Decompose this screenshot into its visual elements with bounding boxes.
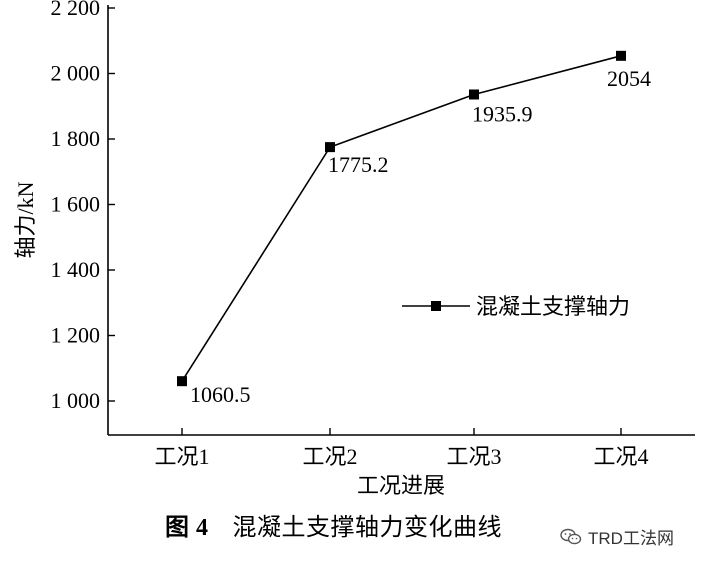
y-ticks: 1 000 1 200 1 400 1 600 1 800 2 000 2 200 bbox=[51, 0, 115, 413]
data-label: 2054 bbox=[607, 66, 651, 91]
legend: 混凝土支撑轴力 bbox=[402, 294, 630, 319]
watermark: TRD工法网 bbox=[560, 524, 674, 549]
y-tick-label: 1 400 bbox=[51, 257, 101, 282]
data-label: 1935.9 bbox=[472, 101, 533, 126]
y-tick-label: 1 200 bbox=[51, 323, 101, 348]
series-group: 1060.5 1775.2 1935.9 2054 bbox=[177, 50, 651, 407]
data-point bbox=[616, 50, 626, 61]
data-point bbox=[325, 142, 335, 153]
axes bbox=[107, 5, 695, 436]
y-tick-label: 2 000 bbox=[51, 61, 101, 86]
data-label: 1060.5 bbox=[190, 382, 251, 407]
x-tick-label: 工况3 bbox=[446, 444, 501, 469]
figure-number: 图 4 bbox=[165, 515, 209, 541]
x-tick-label: 工况1 bbox=[154, 444, 209, 469]
watermark-text: TRD工法网 bbox=[588, 529, 674, 548]
y-axis-label: 轴力/kN bbox=[13, 181, 38, 258]
series-line bbox=[181, 55, 622, 382]
legend-label: 混凝土支撑轴力 bbox=[476, 294, 630, 319]
x-tick-label: 工况2 bbox=[302, 444, 357, 469]
data-label: 1775.2 bbox=[328, 152, 389, 177]
x-ticks: 工况1 工况2 工况3 工况4 bbox=[154, 428, 649, 469]
wechat-icon bbox=[560, 528, 582, 544]
x-tick-label: 工况4 bbox=[593, 444, 648, 469]
y-tick-label: 1 000 bbox=[51, 388, 101, 413]
figure-caption: 图 4 混凝土支撑轴力变化曲线 bbox=[165, 507, 502, 542]
y-tick-label: 1 600 bbox=[51, 192, 101, 217]
x-axis-label: 工况进展 bbox=[357, 473, 445, 498]
figure-title: 混凝土支撑轴力变化曲线 bbox=[232, 515, 502, 541]
data-point bbox=[469, 89, 479, 100]
y-tick-label: 2 200 bbox=[51, 0, 101, 20]
data-point bbox=[177, 376, 187, 387]
y-tick-label: 1 800 bbox=[51, 126, 101, 151]
legend-marker bbox=[431, 301, 441, 311]
